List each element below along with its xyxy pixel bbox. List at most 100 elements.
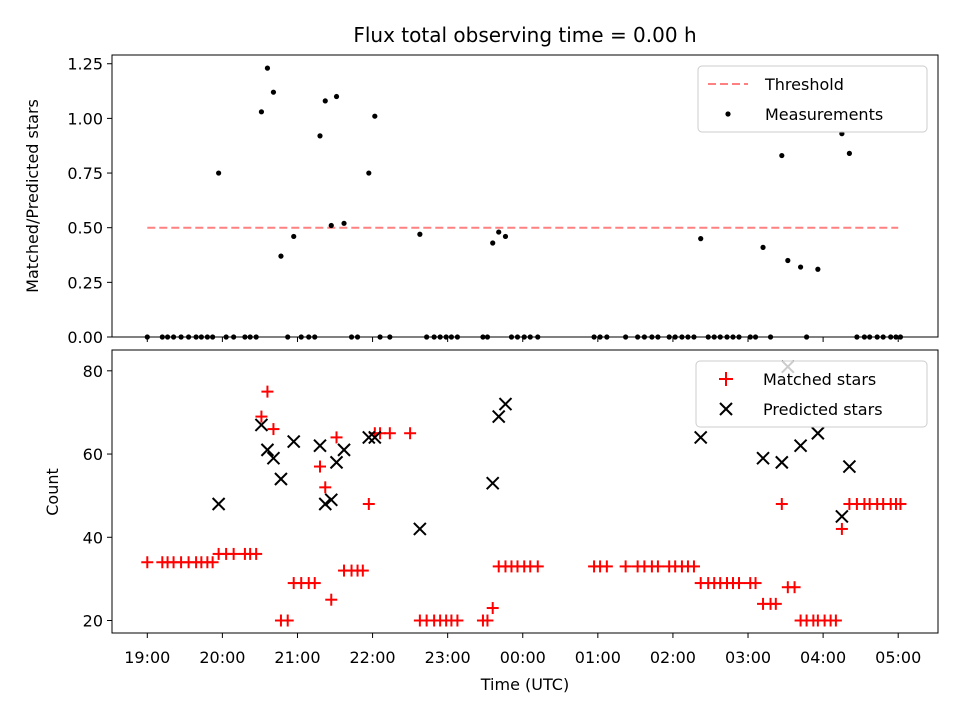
count-panel-frame xyxy=(111,349,939,634)
count-x-tick-label: 00:00 xyxy=(500,648,546,667)
predicted-star-marker xyxy=(254,418,269,432)
measurement-point xyxy=(328,222,334,229)
matched-star-marker xyxy=(141,556,154,569)
count-x-axis: 19:00 20:00 21:00 22:00 23:00 00:00 01:00 02:00… xyxy=(124,633,921,667)
predicted-star-marker xyxy=(842,459,857,474)
matched-star-marker xyxy=(319,481,332,494)
count-x-tick-label: 22:00 xyxy=(350,648,396,667)
matched-star-marker xyxy=(314,460,327,473)
predicted-marker-b xyxy=(842,459,857,474)
matched-legend-label: Matched stars xyxy=(763,370,876,389)
ratio-y-tick-label: 1.00 xyxy=(67,109,103,128)
ratio-y-tick-label: 0.00 xyxy=(67,328,103,347)
count-y-axis-label: Count xyxy=(43,468,62,516)
predicted-legend-swatch xyxy=(719,402,733,416)
matched-star-marker xyxy=(267,423,280,436)
predicted-star-marker xyxy=(775,455,789,470)
matched-star-marker xyxy=(356,564,369,577)
measurement-point xyxy=(372,113,378,119)
matched-legend-swatch xyxy=(719,372,733,386)
measurement-point xyxy=(270,89,277,95)
matched-star-marker xyxy=(788,581,801,594)
predicted-marker-b xyxy=(756,451,770,465)
measurement-point xyxy=(490,240,496,246)
matched-star-marker xyxy=(255,410,268,423)
count-legend-box xyxy=(695,360,928,428)
matched-star-marker xyxy=(206,556,219,569)
ratio-legend: Threshold Measurements xyxy=(697,65,928,133)
count-x-tick-label: 04:00 xyxy=(800,648,846,667)
predicted-star-marker xyxy=(756,451,770,465)
predicted-star-marker xyxy=(793,439,808,453)
count-x-tick-label: 03:00 xyxy=(725,648,771,667)
ratio-panel-frame xyxy=(111,54,939,338)
ratio-y-axis: 0.00 0.25 0.50 0.75 1.00 1.25 xyxy=(67,55,112,347)
matched-star-marker xyxy=(775,497,788,510)
predicted-star-marker xyxy=(498,397,513,411)
predicted-star-marker xyxy=(835,509,849,524)
predicted-marker-b xyxy=(287,434,301,449)
predicted-marker-b xyxy=(835,509,849,524)
ratio-x-axis xyxy=(146,337,899,342)
predicted-marker-b xyxy=(329,455,344,470)
measurement-point xyxy=(417,231,423,237)
predicted-marker-b xyxy=(486,476,500,490)
predicted-marker-b xyxy=(413,522,427,536)
x-axis-label: Time (UTC) xyxy=(480,675,569,694)
measurement-point xyxy=(366,170,372,176)
measurements-legend-swatch xyxy=(725,111,731,117)
measurement-point xyxy=(698,236,704,242)
predicted-star-marker xyxy=(329,455,344,470)
measurement-point xyxy=(846,150,852,156)
matched-star-marker xyxy=(325,593,338,606)
measurement-point xyxy=(815,266,821,272)
matched-star-marker xyxy=(769,597,782,610)
measurement-point xyxy=(502,233,509,240)
predicted-marker-b xyxy=(266,451,281,465)
predicted-marker-b xyxy=(492,409,506,424)
predicted-marker-b xyxy=(254,418,269,432)
count-x-tick-label: 23:00 xyxy=(425,648,471,667)
count-x-tick-label: 20:00 xyxy=(199,648,245,667)
matched-star-marker xyxy=(481,614,494,627)
measurement-point xyxy=(322,98,328,104)
predicted-star-marker xyxy=(368,430,382,445)
predicted-marker-b xyxy=(775,455,789,470)
chart-title: Flux total observing time = 0.00 h xyxy=(353,23,696,47)
predicted-marker-b xyxy=(313,439,327,453)
predicted-star-marker xyxy=(274,472,288,486)
matched-star-marker xyxy=(330,431,343,444)
count-y-tick-label: 80 xyxy=(83,362,103,381)
measurement-point xyxy=(291,233,297,240)
measurement-point xyxy=(797,264,804,270)
predicted-star-marker xyxy=(211,497,226,511)
predicted-marker-b xyxy=(811,426,825,440)
predicted-marker-b xyxy=(318,497,332,511)
measurement-point xyxy=(333,93,340,100)
predicted-star-marker xyxy=(811,426,825,440)
count-legend: Matched stars Predicted stars xyxy=(695,360,928,428)
predicted-marker-b xyxy=(260,443,275,457)
measurement-point xyxy=(779,152,785,159)
count-y-tick-label: 60 xyxy=(83,445,103,464)
threshold-legend-label: Threshold xyxy=(764,75,844,94)
predicted-marker-b xyxy=(211,497,226,511)
matched-star-marker xyxy=(835,522,848,535)
predicted-star-marker xyxy=(260,443,275,457)
measurements-legend-label: Measurements xyxy=(765,105,883,124)
predicted-marker-b xyxy=(793,439,808,453)
ratio-legend-box xyxy=(697,65,928,133)
predicted-star-marker xyxy=(324,493,338,507)
predicted-star-marker xyxy=(318,497,332,511)
measurement-point xyxy=(496,229,502,235)
matched-star-marker xyxy=(250,547,263,560)
measurement-point xyxy=(341,220,347,226)
measurement-point xyxy=(216,170,222,176)
predicted-star-marker xyxy=(492,409,506,424)
ratio-y-tick-label: 0.25 xyxy=(67,273,103,292)
measurement-point xyxy=(258,109,265,115)
count-y-tick-label: 40 xyxy=(83,528,103,547)
predicted-star-marker xyxy=(287,434,301,449)
matched-star-marker xyxy=(733,577,746,590)
